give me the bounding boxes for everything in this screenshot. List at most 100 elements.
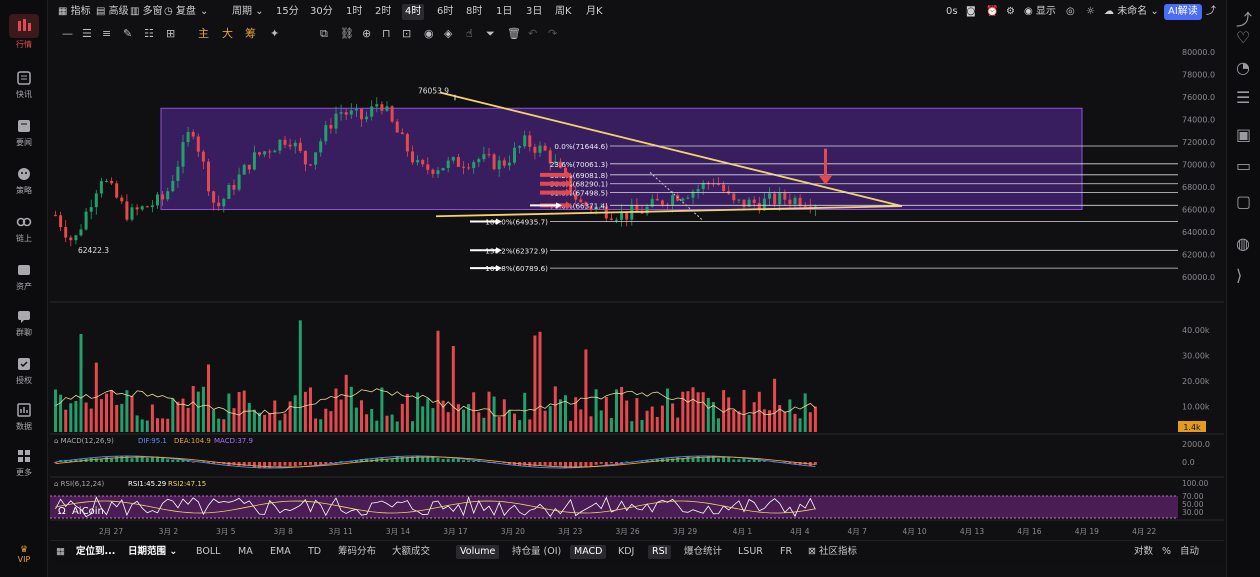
restore-button[interactable]: ◷ 复盘 xyxy=(164,4,196,20)
indicator-td[interactable]: TD xyxy=(308,546,322,557)
refresh-seconds[interactable]: 0s xyxy=(946,6,958,17)
chart-area[interactable]: 80000.0 78000.0 76000.0 74000.0 72000.0 70000… xyxy=(50,44,1224,540)
gauge-icon[interactable]: ◍ xyxy=(1236,234,1250,253)
period-dropdown[interactable]: 周期 ⌄ xyxy=(232,6,264,17)
list-icon[interactable]: ☰ xyxy=(1236,88,1251,107)
indicator-oi[interactable]: 持仓量 (OI) xyxy=(512,546,562,557)
ai-interpret-button[interactable]: AI解读 xyxy=(1164,4,1202,20)
log-scale-toggle[interactable]: 对数 xyxy=(1134,546,1154,557)
undo-icon[interactable]: ↶ xyxy=(528,27,538,40)
crop-tool-icon[interactable]: ⧉ xyxy=(320,27,328,40)
advanced-button[interactable]: ▤ 高级 xyxy=(96,4,129,20)
macd-histogram-bar xyxy=(599,462,603,464)
sidebar-item-chain[interactable]: 链上 xyxy=(4,208,44,250)
rsi2-label: RSI2:47.15 xyxy=(168,480,206,488)
display-button[interactable]: ◉ 显示 xyxy=(1024,4,1056,20)
indicator-button[interactable]: ▦ 指标 xyxy=(58,4,91,20)
tf-15m[interactable]: 15分 xyxy=(276,6,299,17)
tf-30m[interactable]: 30分 xyxy=(310,6,333,17)
magnet-tool-icon[interactable]: ⊓ xyxy=(382,27,391,40)
lock-tool-icon[interactable]: ⊡ xyxy=(402,27,412,40)
trash-tool-icon[interactable]: 🗑 xyxy=(507,27,521,40)
fib-tool-icon[interactable]: ☷ xyxy=(144,27,154,40)
tf-3d[interactable]: 3日 xyxy=(526,6,543,17)
parallel-tool-icon[interactable]: ≡ xyxy=(102,27,112,40)
main-chart-toggle[interactable]: 主 xyxy=(198,27,209,40)
macd-histogram-bar xyxy=(686,456,690,462)
big-order-toggle[interactable]: 大 xyxy=(222,27,233,40)
tf-8h[interactable]: 8时 xyxy=(466,6,483,17)
sidebar-item-auth[interactable]: 授权 xyxy=(4,350,44,392)
share-icon[interactable]: ⤴ xyxy=(1236,10,1253,29)
tf-1d[interactable]: 1日 xyxy=(496,6,513,17)
auto-toggle[interactable]: 自动 xyxy=(1180,546,1200,557)
indicator-liquidation[interactable]: 爆仓统计 xyxy=(684,546,723,557)
pen-tool-icon[interactable]: ✎ xyxy=(123,27,133,40)
sidebar-item-market[interactable]: 行情 xyxy=(4,14,44,56)
indicator-lsur[interactable]: LSUR xyxy=(738,546,763,557)
indicator-chip[interactable]: 筹码分布 xyxy=(338,546,377,557)
community-indicator[interactable]: ⊠ 社区指标 xyxy=(808,545,857,559)
wand-tool-icon[interactable]: ✦ xyxy=(270,27,280,40)
share-icon[interactable]: ⤴ xyxy=(1206,6,1216,17)
tf-6h[interactable]: 6时 xyxy=(437,6,454,17)
settings-icon[interactable]: ⚙ xyxy=(1006,6,1015,17)
line-tool-icon[interactable]: — xyxy=(62,27,73,40)
layers-tool-icon[interactable]: ◈ xyxy=(444,27,453,40)
zoom-tool-icon[interactable]: ⊕ xyxy=(362,27,372,40)
sidebar-item-flash[interactable]: 快讯 xyxy=(4,64,44,106)
tf-week[interactable]: 周K xyxy=(555,6,572,17)
sidebar-item-data[interactable]: 数据 xyxy=(4,396,44,438)
hline-tool-icon[interactable]: ☰ xyxy=(82,27,92,40)
candle xyxy=(370,106,374,117)
tf-1h[interactable]: 1时 xyxy=(346,6,363,17)
indicator-rsi[interactable]: RSI xyxy=(648,545,672,559)
sidebar-item-assets[interactable]: 资产 xyxy=(4,256,44,298)
multi-window-button[interactable]: ▥ 多窗 xyxy=(130,4,163,20)
chart-canvas[interactable]: 80000.0 78000.0 76000.0 74000.0 72000.0 70000… xyxy=(50,44,1224,540)
goto-button[interactable]: 定位到... xyxy=(76,546,116,557)
bell-icon[interactable]: ◔ xyxy=(1236,58,1250,77)
sidebar-item-strategy[interactable]: 策略 xyxy=(4,160,44,202)
chip-toggle[interactable]: 筹 xyxy=(245,27,256,40)
volume-bar xyxy=(380,387,384,432)
theme-icon[interactable]: ☼ xyxy=(1086,6,1095,17)
tf-month[interactable]: 月K xyxy=(586,6,603,17)
redo-icon[interactable]: ↷ xyxy=(548,27,558,40)
alarm-icon[interactable]: ⏰ xyxy=(986,6,999,17)
indicator-ma[interactable]: MA xyxy=(238,546,253,557)
volume-tick-label: 40.00k xyxy=(1182,326,1210,335)
sidebar-item-news[interactable]: 要闻 xyxy=(4,112,44,154)
indicator-volume[interactable]: Volume xyxy=(456,545,500,559)
sidebar-item-chat[interactable]: 群聊 xyxy=(4,302,44,344)
indicator-fr[interactable]: FR xyxy=(780,546,793,557)
ruler-tool-icon[interactable]: ⊞ xyxy=(166,27,176,40)
candle xyxy=(115,183,119,198)
window-icon[interactable]: ▭ xyxy=(1236,156,1252,175)
indicator-big-trades[interactable]: 大额成交 xyxy=(392,546,431,557)
chevron-down-icon[interactable]: ⌄ xyxy=(200,6,209,17)
wallet-icon[interactable]: ▢ xyxy=(1236,192,1252,211)
vip-badge[interactable]: ♛ VIP xyxy=(14,545,34,564)
date-range-dropdown[interactable]: 日期范围 ⌄ xyxy=(128,546,178,557)
indicator-macd[interactable]: MACD xyxy=(570,545,607,559)
indicator-boll[interactable]: BOLL xyxy=(196,546,221,557)
eye-tool-icon[interactable]: ◉ xyxy=(424,27,434,40)
tf-4h[interactable]: 4时 xyxy=(402,4,425,20)
candle xyxy=(558,161,562,168)
heart-icon[interactable]: ♡ xyxy=(1236,28,1251,47)
camera-icon[interactable]: ◙ xyxy=(966,6,976,17)
hand-tool-icon[interactable]: ☝ xyxy=(466,27,473,40)
layout-name-dropdown[interactable]: ☁ 未命名 ⌄ xyxy=(1104,6,1159,17)
filter-tool-icon[interactable]: ⏷ xyxy=(486,27,495,40)
indicator-kdj[interactable]: KDJ xyxy=(618,546,635,557)
sidebar-item-more[interactable]: 更多 xyxy=(4,442,44,484)
link-tool-icon[interactable]: ⛓ xyxy=(340,27,354,40)
tf-2h[interactable]: 2时 xyxy=(375,6,392,17)
collapse-icon[interactable]: ⟩ xyxy=(1236,266,1243,285)
book-icon[interactable]: ▣ xyxy=(1236,125,1252,144)
percent-toggle[interactable]: % xyxy=(1162,546,1172,557)
target-icon[interactable]: ◎ xyxy=(1066,6,1075,17)
calendar-icon[interactable]: ▦ xyxy=(56,546,65,557)
indicator-ema[interactable]: EMA xyxy=(270,546,291,557)
